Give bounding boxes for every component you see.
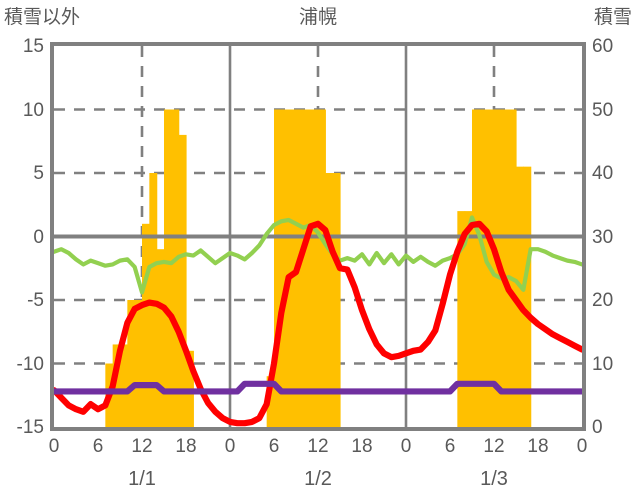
y-tick-left: 15	[22, 36, 44, 57]
data-lines	[54, 215, 582, 427]
y-tick-left: -15	[16, 417, 44, 438]
x-tick: 0	[400, 436, 412, 457]
y-tick-right: 50	[592, 99, 614, 121]
x-tick: 6	[268, 436, 280, 457]
left-axis-title: 積雪以外	[4, 7, 81, 28]
y-tick-right: 0	[592, 417, 603, 438]
y-tick-right: 40	[592, 163, 614, 184]
plot-frame	[50, 42, 586, 431]
x-tick: 0	[48, 436, 60, 457]
x-day-label: 1/3	[480, 468, 508, 490]
y-tick-right: 20	[592, 290, 614, 311]
y-tick-left: 5	[33, 163, 44, 184]
x-tick: 12	[307, 436, 329, 457]
x-tick: 6	[92, 436, 104, 457]
y-tick-left: 0	[33, 226, 44, 248]
x-tick: 12	[131, 436, 153, 457]
x-day-label: 1/1	[128, 468, 156, 490]
x-tick: 0	[224, 436, 236, 457]
x-tick: 6	[444, 436, 456, 457]
y-tick-right: 10	[592, 353, 614, 375]
x-tick: 18	[175, 436, 197, 457]
y-tick-left: 10	[22, 99, 44, 121]
x-tick: 18	[351, 436, 373, 457]
right-axis-title: 積雪	[593, 7, 632, 28]
x-tick: 18	[527, 436, 549, 457]
plot-canvas	[54, 46, 582, 427]
y-tick-right: 30	[592, 226, 614, 248]
x-tick: 0	[576, 436, 588, 457]
x-tick: 12	[483, 436, 505, 457]
y-tick-right: 60	[592, 36, 614, 57]
y-tick-left: -5	[27, 290, 44, 311]
y-tick-left: -10	[16, 353, 44, 375]
x-day-label: 1/2	[304, 468, 332, 490]
page-title: 浦幌	[298, 7, 337, 28]
